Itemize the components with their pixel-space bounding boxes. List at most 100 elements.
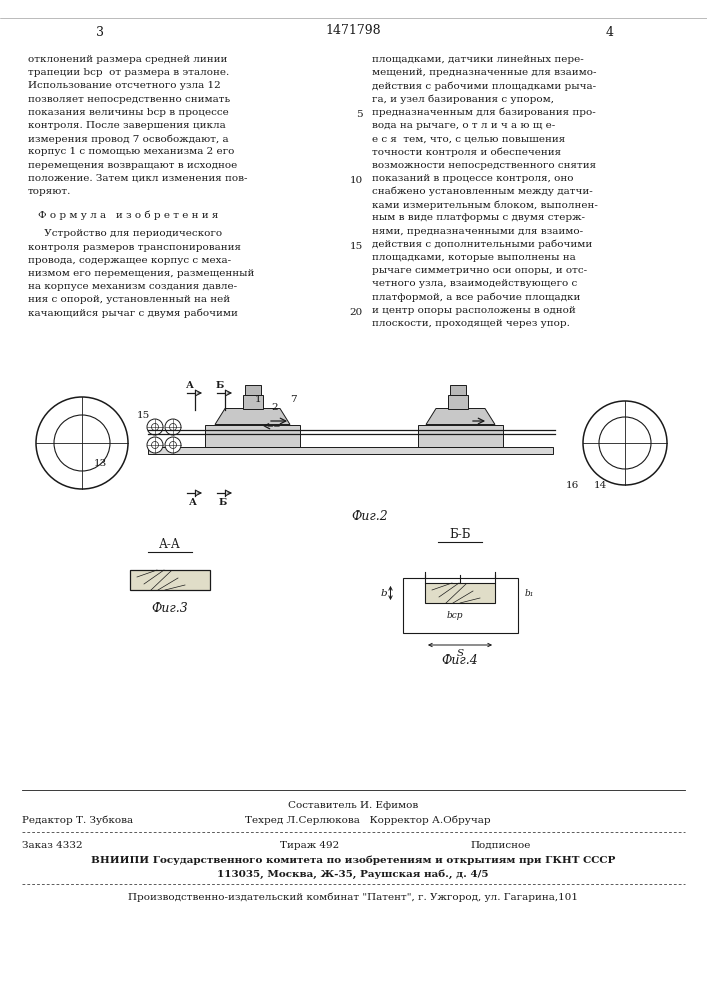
- Text: га, и узел базирования с упором,: га, и узел базирования с упором,: [372, 95, 554, 104]
- Text: позволяет непосредственно снимать: позволяет непосредственно снимать: [28, 95, 230, 104]
- Text: Техред Л.Серлюкова   Корректор А.Обручар: Техред Л.Серлюкова Корректор А.Обручар: [245, 815, 491, 825]
- Text: площадками, которые выполнены на: площадками, которые выполнены на: [372, 253, 575, 262]
- Text: 113035, Москва, Ж-35, Раушская наб., д. 4/5: 113035, Москва, Ж-35, Раушская наб., д. …: [217, 869, 489, 879]
- Text: 14: 14: [593, 481, 607, 489]
- Circle shape: [54, 415, 110, 471]
- Text: Редактор Т. Зубкова: Редактор Т. Зубкова: [22, 815, 133, 825]
- Text: bср: bср: [447, 610, 463, 619]
- Text: снабжено установленным между датчи-: снабжено установленным между датчи-: [372, 187, 592, 196]
- Text: отклонений размера средней линии: отклонений размера средней линии: [28, 55, 228, 64]
- Text: А-А: А-А: [159, 538, 181, 552]
- Text: S: S: [457, 648, 464, 658]
- Text: 10: 10: [350, 176, 363, 185]
- Text: 4: 4: [606, 25, 614, 38]
- Text: четного узла, взаимодействующего с: четного узла, взаимодействующего с: [372, 279, 577, 288]
- Bar: [425, 583, 495, 603]
- Text: е с я  тем, что, с целью повышения: е с я тем, что, с целью повышения: [372, 134, 566, 143]
- Text: и центр опоры расположены в одной: и центр опоры расположены в одной: [372, 306, 575, 315]
- Text: ния с опорой, установленный на ней: ния с опорой, установленный на ней: [28, 295, 230, 304]
- Bar: [448, 394, 468, 408]
- Text: торяют.: торяют.: [28, 187, 71, 196]
- Text: корпус 1 с помощью механизма 2 его: корпус 1 с помощью механизма 2 его: [28, 147, 235, 156]
- Text: качающийся рычаг с двумя рабочими: качающийся рычаг с двумя рабочими: [28, 309, 238, 318]
- Text: плоскости, проходящей через упор.: плоскости, проходящей через упор.: [372, 319, 570, 328]
- Circle shape: [165, 437, 181, 453]
- Text: на корпусе механизм создания давле-: на корпусе механизм создания давле-: [28, 282, 237, 291]
- Text: показания величины bср в процессе: показания величины bср в процессе: [28, 108, 229, 117]
- Text: показаний в процессе контроля, оно: показаний в процессе контроля, оно: [372, 174, 573, 183]
- Text: провода, содержащее корпус с меха-: провода, содержащее корпус с меха-: [28, 256, 231, 265]
- Bar: [130, 570, 210, 590]
- Bar: [245, 384, 261, 394]
- Text: 15: 15: [350, 242, 363, 251]
- Circle shape: [151, 424, 158, 430]
- Text: ным в виде платформы с двумя стерж-: ным в виде платформы с двумя стерж-: [372, 213, 585, 222]
- Text: b: b: [380, 588, 387, 597]
- Text: Фиг.2: Фиг.2: [351, 510, 388, 523]
- Text: А: А: [189, 498, 197, 507]
- Text: Фиг.4: Фиг.4: [442, 654, 479, 668]
- Text: ВНИИПИ Государственного комитета по изобретениям и открытиям при ГКНТ СССР: ВНИИПИ Государственного комитета по изоб…: [90, 855, 615, 865]
- Text: 20: 20: [350, 308, 363, 317]
- Circle shape: [147, 437, 163, 453]
- Text: Тираж 492: Тираж 492: [280, 840, 339, 850]
- Circle shape: [599, 417, 651, 469]
- Text: Использование отсчетного узла 12: Использование отсчетного узла 12: [28, 81, 221, 90]
- Bar: [205, 424, 300, 446]
- Text: Б-Б: Б-Б: [449, 528, 471, 542]
- Text: платформой, а все рабочие площадки: платформой, а все рабочие площадки: [372, 293, 580, 302]
- Text: ками измерительным блоком, выполнен-: ками измерительным блоком, выполнен-: [372, 200, 598, 210]
- Text: измерения провод 7 освобождают, а: измерения провод 7 освобождают, а: [28, 134, 228, 144]
- Text: 15: 15: [136, 410, 150, 420]
- Text: Б: Б: [216, 381, 224, 390]
- Text: Устройство для периодического: Устройство для периодического: [28, 229, 222, 238]
- Circle shape: [36, 397, 128, 489]
- Text: А: А: [186, 381, 194, 390]
- Circle shape: [170, 442, 177, 448]
- Text: возможности непосредственного снятия: возможности непосредственного снятия: [372, 161, 596, 170]
- Circle shape: [170, 424, 177, 430]
- Text: точности контроля и обеспечения: точности контроля и обеспечения: [372, 147, 561, 157]
- Circle shape: [147, 419, 163, 435]
- Polygon shape: [426, 408, 495, 424]
- Text: вода на рычаге, о т л и ч а ю щ е-: вода на рычаге, о т л и ч а ю щ е-: [372, 121, 555, 130]
- Text: b₁: b₁: [525, 588, 534, 597]
- Text: низмом его перемещения, размещенный: низмом его перемещения, размещенный: [28, 269, 255, 278]
- Circle shape: [583, 401, 667, 485]
- Text: мещений, предназначенные для взаимо-: мещений, предназначенные для взаимо-: [372, 68, 597, 77]
- Text: Фиг.3: Фиг.3: [151, 601, 188, 614]
- Text: Составитель И. Ефимов: Составитель И. Ефимов: [288, 800, 418, 810]
- Text: 1471798: 1471798: [325, 23, 381, 36]
- Text: перемещения возвращают в исходное: перемещения возвращают в исходное: [28, 161, 238, 170]
- Text: положение. Затем цикл изменения пов-: положение. Затем цикл изменения пов-: [28, 174, 247, 183]
- Text: нями, предназначенными для взаимо-: нями, предназначенными для взаимо-: [372, 227, 583, 236]
- Text: 2: 2: [271, 402, 279, 412]
- Text: площадками, датчики линейных пере-: площадками, датчики линейных пере-: [372, 55, 584, 64]
- Text: 13: 13: [93, 458, 107, 468]
- Text: Производственно-издательский комбинат "Патент", г. Ужгород, ул. Гагарина,101: Производственно-издательский комбинат "П…: [128, 892, 578, 902]
- Bar: [418, 424, 503, 446]
- Text: Ф о р м у л а   и з о б р е т е н и я: Ф о р м у л а и з о б р е т е н и я: [38, 210, 218, 220]
- Text: предназначенным для базирования про-: предназначенным для базирования про-: [372, 108, 596, 117]
- Text: действия с рабочими площадками рыча-: действия с рабочими площадками рыча-: [372, 81, 596, 91]
- Bar: [450, 384, 466, 394]
- Text: Заказ 4332: Заказ 4332: [22, 840, 83, 850]
- Text: 7: 7: [290, 395, 296, 404]
- Text: 3: 3: [96, 25, 104, 38]
- Text: контроля размеров транспонирования: контроля размеров транспонирования: [28, 243, 241, 252]
- Text: действия с дополнительными рабочими: действия с дополнительными рабочими: [372, 240, 592, 249]
- Polygon shape: [215, 408, 290, 424]
- Bar: [243, 394, 263, 408]
- Text: 5: 5: [356, 110, 363, 119]
- Text: 1: 1: [255, 395, 262, 404]
- Text: контроля. После завершения цикла: контроля. После завершения цикла: [28, 121, 226, 130]
- Circle shape: [151, 442, 158, 448]
- Bar: [148, 446, 553, 454]
- Text: 16: 16: [566, 481, 578, 489]
- Text: Б: Б: [219, 498, 227, 507]
- Text: Подписное: Подписное: [470, 840, 530, 850]
- Circle shape: [165, 419, 181, 435]
- Bar: [402, 578, 518, 633]
- Text: рычаге симметрично оси опоры, и отс-: рычаге симметрично оси опоры, и отс-: [372, 266, 587, 275]
- Text: трапеции bср  от размера в эталоне.: трапеции bср от размера в эталоне.: [28, 68, 229, 77]
